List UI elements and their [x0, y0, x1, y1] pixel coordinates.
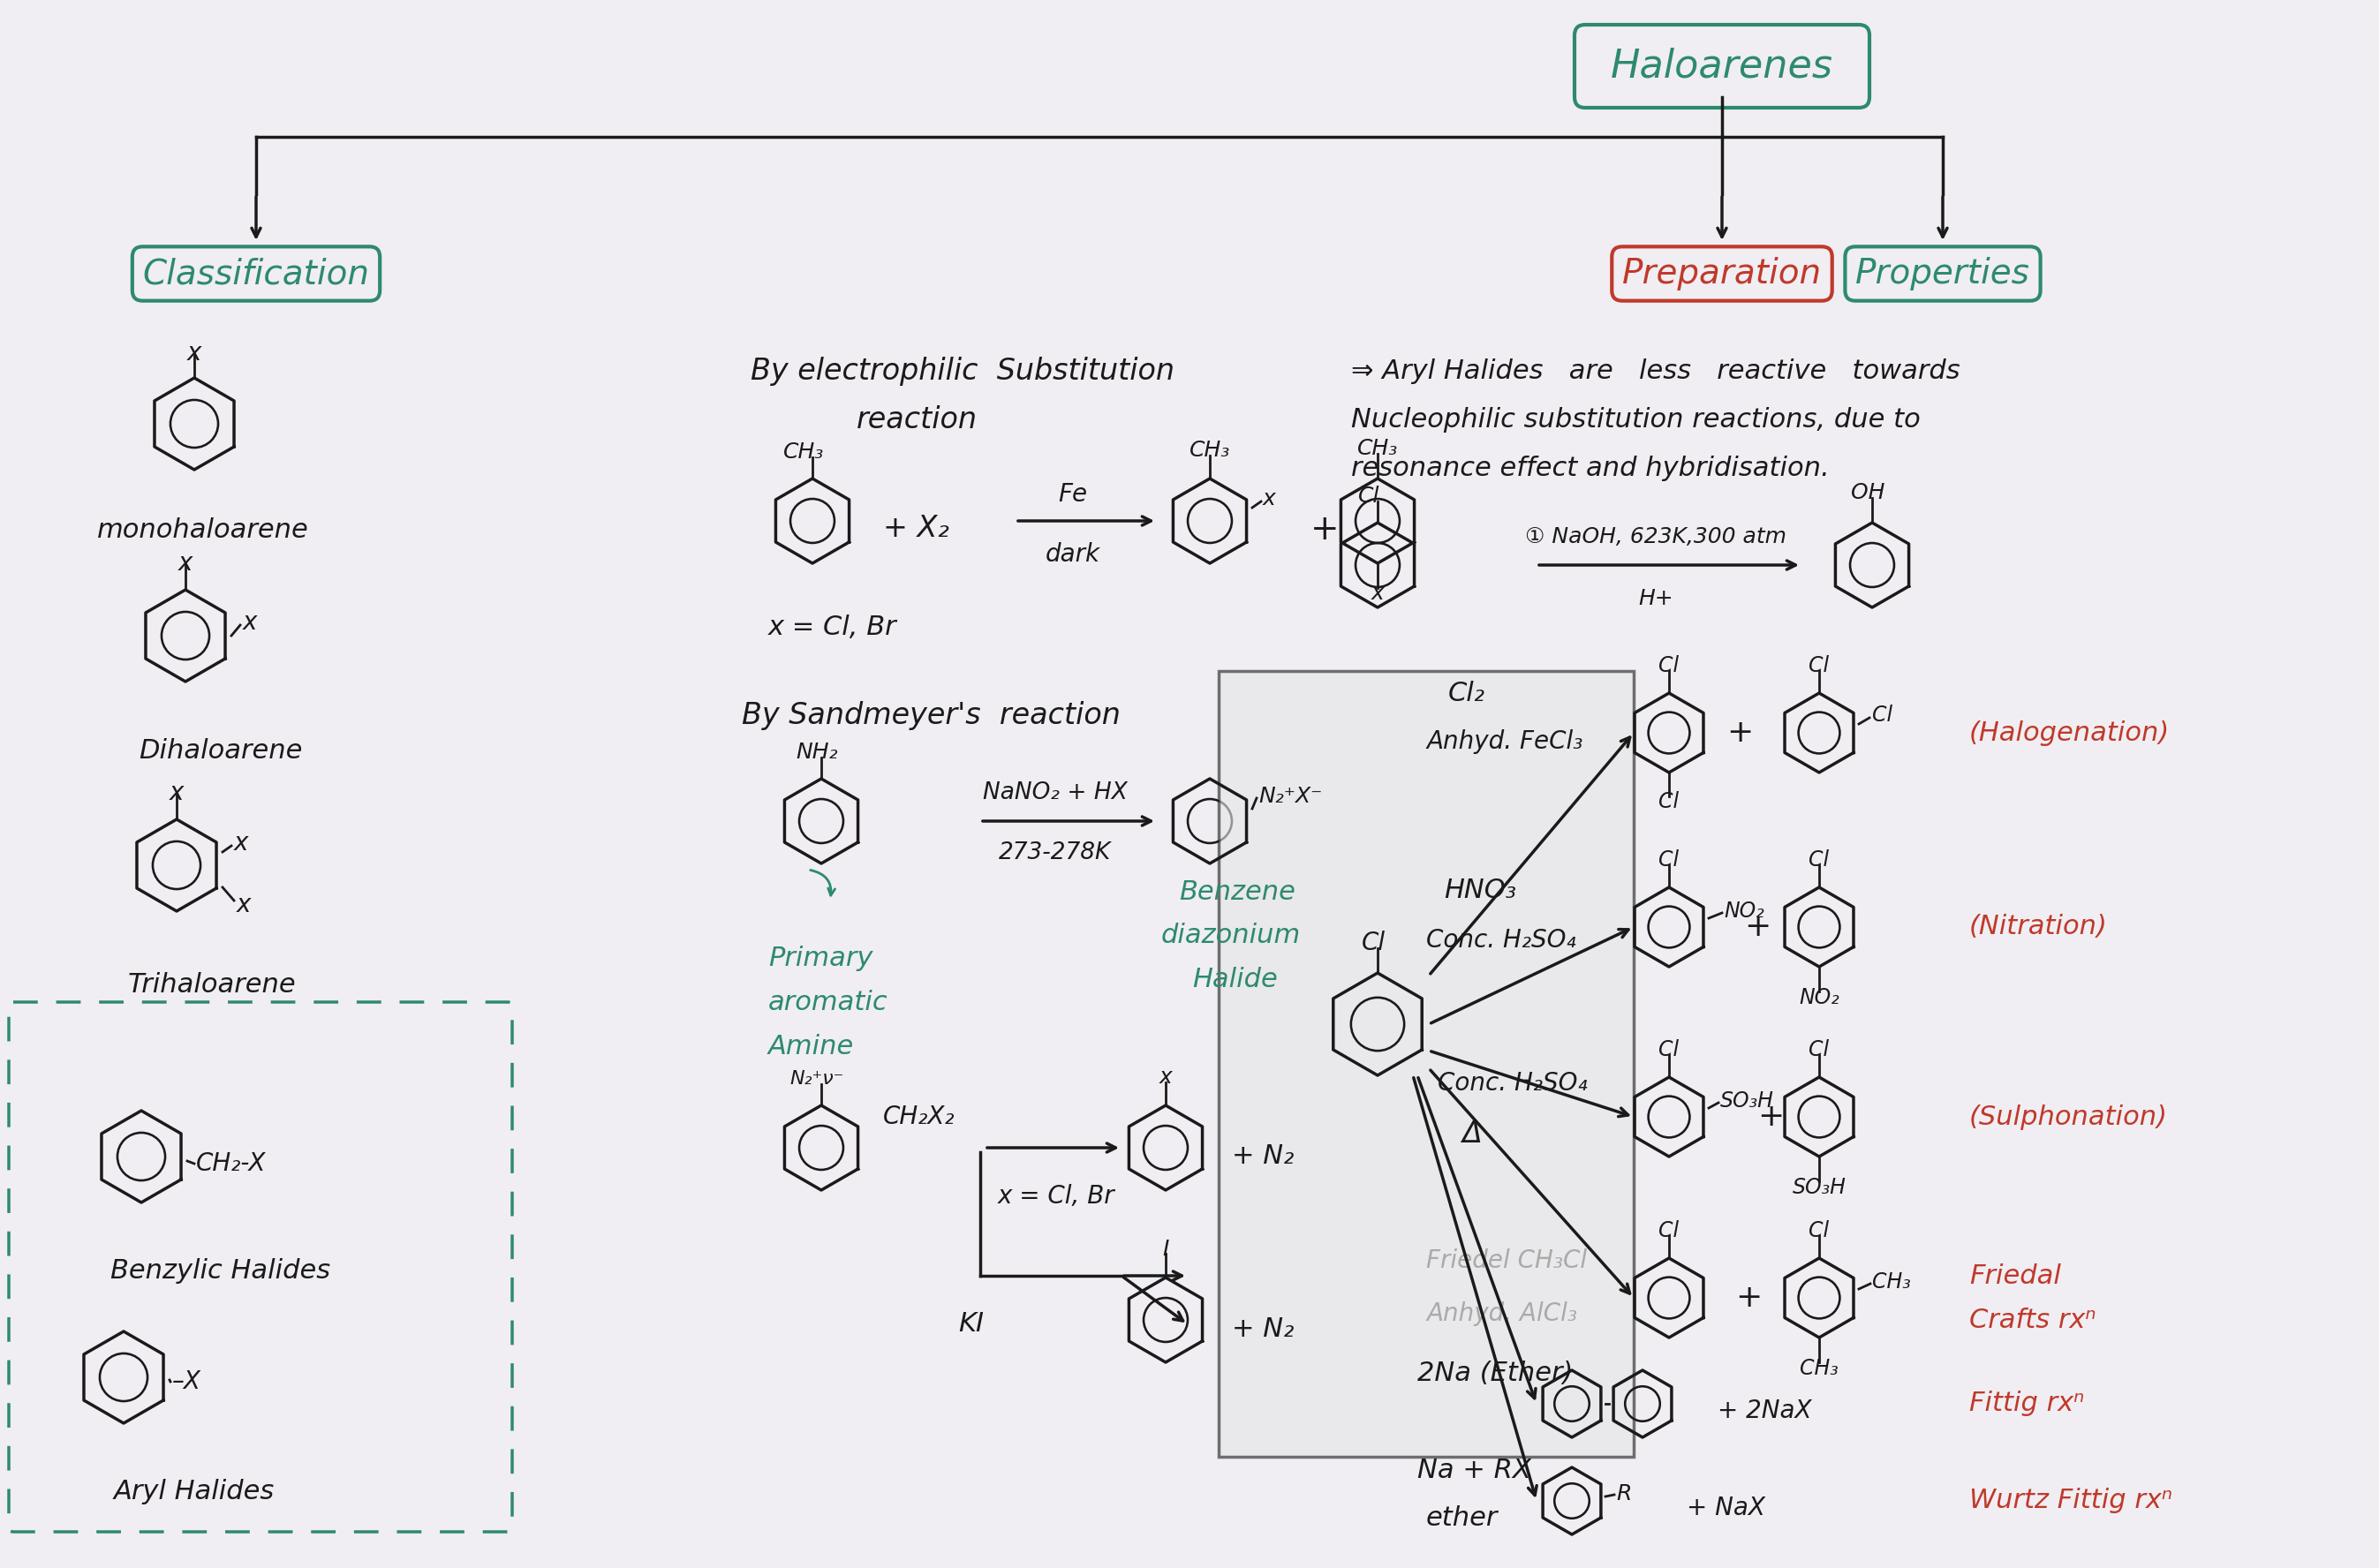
Text: OH: OH	[1851, 481, 1884, 503]
Text: NO₂: NO₂	[1725, 900, 1765, 922]
Text: By Sandmeyer's  reaction: By Sandmeyer's reaction	[742, 701, 1121, 729]
Text: Preparation: Preparation	[1622, 257, 1822, 290]
Text: x: x	[178, 550, 193, 575]
Text: Anhyd. FeCl₃: Anhyd. FeCl₃	[1425, 729, 1582, 754]
Text: ether: ether	[1425, 1505, 1499, 1532]
Text: +: +	[1311, 513, 1339, 547]
Text: (Halogenation): (Halogenation)	[1970, 720, 2170, 746]
Text: +: +	[1744, 913, 1770, 942]
Text: Fittig rxⁿ: Fittig rxⁿ	[1970, 1391, 2084, 1416]
Text: CH₃: CH₃	[783, 442, 823, 463]
Text: Halide: Halide	[1192, 967, 1278, 993]
Text: Cl₂: Cl₂	[1449, 681, 1484, 706]
Text: Cl: Cl	[1658, 792, 1680, 812]
Text: (Sulphonation): (Sulphonation)	[1970, 1104, 2167, 1129]
Text: + 2NaX: + 2NaX	[1718, 1399, 1813, 1424]
Text: Cl: Cl	[1658, 1220, 1680, 1242]
Text: x: x	[1263, 488, 1275, 510]
Text: + N₂: + N₂	[1232, 1316, 1294, 1342]
Text: Benzylic Halides: Benzylic Halides	[112, 1259, 331, 1284]
Text: N₂⁺X⁻: N₂⁺X⁻	[1258, 786, 1323, 808]
Text: 2Na (Ether): 2Na (Ether)	[1418, 1359, 1573, 1386]
Text: Conc. H₂SO₄: Conc. H₂SO₄	[1437, 1071, 1587, 1096]
Text: CH₃: CH₃	[1356, 437, 1399, 459]
Text: KI: KI	[959, 1311, 985, 1338]
Text: +: +	[1734, 1283, 1763, 1312]
Text: x: x	[233, 831, 247, 856]
Text: Nucleophilic substitution reactions, due to: Nucleophilic substitution reactions, due…	[1351, 406, 1920, 433]
Text: SO₃H: SO₃H	[1791, 1178, 1846, 1198]
Text: Properties: Properties	[1856, 257, 2029, 290]
Text: Amine: Amine	[768, 1033, 854, 1058]
Text: Anhyd. AlCl₃: Anhyd. AlCl₃	[1425, 1301, 1577, 1327]
Text: CH₂-X: CH₂-X	[195, 1151, 266, 1176]
Text: Cl: Cl	[1808, 850, 1829, 870]
Text: Classification: Classification	[143, 257, 369, 290]
Text: Primary: Primary	[768, 946, 873, 971]
Text: x: x	[1370, 583, 1385, 604]
Text: HNO₃: HNO₃	[1444, 877, 1515, 903]
Text: monohaloarene: monohaloarene	[98, 517, 309, 543]
Text: x: x	[243, 610, 257, 635]
Text: x: x	[188, 340, 202, 365]
Text: Aryl Halides: Aryl Halides	[114, 1479, 274, 1505]
Text: –X: –X	[171, 1369, 202, 1394]
Text: Cl: Cl	[1358, 486, 1380, 506]
Text: CH₃: CH₃	[1872, 1272, 1910, 1292]
Text: (Nitration): (Nitration)	[1970, 914, 2108, 939]
Text: x = Cl, Br: x = Cl, Br	[768, 615, 897, 640]
Text: +: +	[1727, 718, 1753, 748]
Text: N₂⁺ν⁻: N₂⁺ν⁻	[790, 1069, 845, 1088]
Text: CH₂X₂: CH₂X₂	[883, 1104, 954, 1129]
Text: Conc. H₂SO₄: Conc. H₂SO₄	[1425, 928, 1575, 953]
Text: NH₂: NH₂	[797, 742, 837, 762]
Text: NO₂: NO₂	[1799, 988, 1839, 1008]
Text: SO₃H: SO₃H	[1720, 1090, 1775, 1112]
Text: Friedel CH₃Cl: Friedel CH₃Cl	[1425, 1248, 1587, 1273]
Text: H+: H+	[1639, 588, 1672, 610]
Text: ① NaOH, 623K,300 atm: ① NaOH, 623K,300 atm	[1525, 527, 1787, 547]
Text: aromatic: aromatic	[768, 989, 887, 1014]
Text: x: x	[236, 892, 252, 917]
Text: Benzene: Benzene	[1180, 880, 1294, 905]
Text: x = Cl, Br: x = Cl, Br	[997, 1184, 1116, 1209]
Text: Friedal: Friedal	[1970, 1262, 2060, 1289]
Text: CH₃: CH₃	[1190, 439, 1230, 461]
Text: Cl: Cl	[1808, 1220, 1829, 1242]
Text: By electrophilic  Substitution: By electrophilic Substitution	[752, 356, 1175, 386]
Text: Cl: Cl	[1658, 655, 1680, 676]
Text: Crafts rxⁿ: Crafts rxⁿ	[1970, 1308, 2096, 1333]
Text: Fe: Fe	[1059, 481, 1087, 506]
Text: reaction: reaction	[856, 405, 978, 434]
Text: + NaX: + NaX	[1687, 1496, 1765, 1521]
Text: Dihaloarene: Dihaloarene	[138, 737, 302, 764]
Text: + N₂: + N₂	[1232, 1143, 1294, 1170]
Text: Δ: Δ	[1461, 1120, 1482, 1149]
Text: I: I	[1163, 1239, 1168, 1259]
Text: Cl: Cl	[1808, 1040, 1829, 1060]
Text: R: R	[1615, 1483, 1632, 1504]
Text: dark: dark	[1044, 543, 1101, 566]
Text: + X₂: + X₂	[883, 513, 949, 543]
Bar	[1218, 671, 1634, 1457]
Text: NaNO₂ + HX: NaNO₂ + HX	[983, 781, 1128, 804]
Text: Trihaloarene: Trihaloarene	[128, 972, 295, 997]
Text: x: x	[169, 781, 183, 806]
Text: Wurtz Fittig rxⁿ: Wurtz Fittig rxⁿ	[1970, 1488, 2172, 1513]
Text: 273-278K: 273-278K	[999, 842, 1111, 864]
Text: +: +	[1758, 1102, 1784, 1132]
Text: CH₃: CH₃	[1801, 1358, 1839, 1380]
Text: ⇒ Aryl Halides   are   less   reactive   towards: ⇒ Aryl Halides are less reactive towards	[1351, 358, 1960, 384]
Text: diazonium: diazonium	[1161, 924, 1301, 949]
Text: Cl: Cl	[1658, 850, 1680, 870]
Text: Cl: Cl	[1872, 704, 1894, 726]
Text: Cl: Cl	[1658, 1040, 1680, 1060]
Text: resonance effect and hybridisation.: resonance effect and hybridisation.	[1351, 455, 1829, 481]
Text: Na + RX: Na + RX	[1418, 1457, 1532, 1483]
Text: Cl: Cl	[1808, 655, 1829, 676]
Text: x: x	[1159, 1066, 1173, 1088]
Text: Cl: Cl	[1361, 930, 1385, 955]
Text: Haloarenes: Haloarenes	[1611, 47, 1834, 85]
